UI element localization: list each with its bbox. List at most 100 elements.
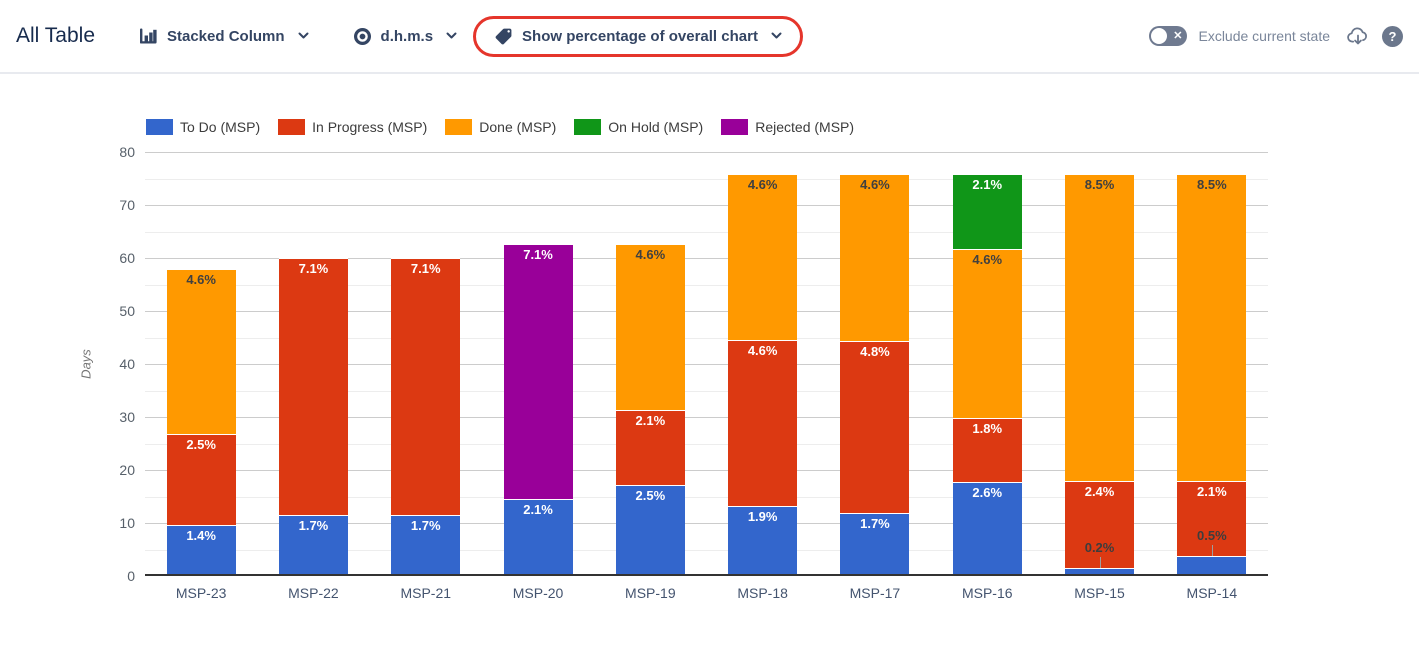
bar-segment[interactable]: 1.7%	[840, 513, 910, 576]
bar-segment[interactable]: 2.1%	[1177, 481, 1247, 556]
gridline-major	[145, 364, 1268, 365]
bar-segment[interactable]: 2.1%	[952, 173, 1022, 249]
gridline-minor	[145, 284, 1268, 286]
bar-segment[interactable]: 4.6%	[728, 340, 798, 507]
y-axis-tick-label: 30	[119, 409, 135, 425]
gridline-minor	[145, 390, 1268, 392]
chart-type-label: Stacked Column	[167, 27, 285, 45]
x-axis-category-label: MSP-20	[512, 585, 564, 601]
plot-area: 1.4% 2.5% 4.6% 1.7% 7.1% 1.7% 7.1% 2.1% 7.1% 2.5%…	[145, 152, 1268, 576]
segment-percentage-label: 4.8%	[860, 343, 890, 359]
segment-percentage-label: 2.1%	[1197, 484, 1227, 500]
bar-segment[interactable]: 2.5%	[615, 484, 685, 576]
legend-swatch	[721, 119, 749, 135]
segment-percentage-label: 7.1%	[523, 246, 553, 262]
segment-percentage-label: 4.6%	[747, 176, 778, 192]
segment-percentage-label: 2.1%	[635, 413, 666, 429]
bar-segment[interactable]: 2.1%	[615, 410, 685, 485]
bar-segment[interactable]: 4.8%	[840, 340, 910, 514]
segment-percentage-label: 2.5%	[635, 487, 666, 503]
toggle-knob	[1151, 28, 1168, 44]
bar-segment[interactable]: 4.6%	[166, 269, 236, 434]
y-axis-tick-label: 20	[119, 462, 135, 478]
legend-label: In Progress (MSP)	[312, 119, 428, 135]
legend-label: Rejected (MSP)	[755, 119, 855, 135]
y-axis-tick-label: 70	[119, 197, 135, 213]
bar-segment[interactable]: 7.1%	[391, 258, 461, 515]
bar-segment[interactable]: 4.6%	[952, 249, 1022, 418]
toolbar: All Table Stacked Column d.h.m.s	[0, 0, 1419, 74]
help-button[interactable]: ?	[1382, 25, 1403, 47]
chevron-down-icon	[771, 32, 782, 39]
segment-percentage-label: 1.4%	[186, 527, 216, 543]
x-axis-category-label: MSP-15	[1074, 585, 1125, 601]
time-format-dropdown[interactable]: d.h.m.s	[353, 27, 458, 46]
gridline-major	[145, 258, 1268, 259]
gridline-major	[145, 152, 1268, 153]
bar-segment[interactable]: 4.6%	[840, 173, 910, 341]
page-title: All Table	[16, 24, 95, 47]
chevron-down-icon	[446, 32, 457, 39]
segment-percentage-label: 7.1%	[410, 261, 441, 277]
bar-segment[interactable]	[1177, 555, 1247, 576]
legend-item[interactable]: On Hold (MSP)	[574, 119, 703, 135]
percentage-label: Show percentage of overall chart	[522, 27, 758, 45]
gridline-major	[145, 523, 1268, 524]
legend-label: On Hold (MSP)	[608, 119, 704, 135]
x-axis-baseline	[145, 574, 1268, 576]
bar-segment[interactable]: 2.6%	[952, 482, 1022, 576]
gridline-minor	[145, 178, 1268, 180]
segment-percentage-label: 2.1%	[523, 502, 553, 518]
question-mark-icon: ?	[1382, 25, 1403, 47]
toolbar-right-group: ✕ Exclude current state ?	[1149, 24, 1403, 49]
gridline-major	[145, 205, 1268, 206]
segment-percentage-label: 2.1%	[972, 176, 1003, 192]
target-circle-icon	[353, 27, 371, 45]
bar-segment[interactable]: 7.1%	[503, 243, 573, 500]
stacked-column-chart: To Do (MSP) In Progress (MSP) Done (MSP) On…	[0, 74, 1419, 657]
gridline-minor	[145, 337, 1268, 339]
bar-segment[interactable]: 1.4%	[166, 524, 236, 576]
bar-segment[interactable]: 2.5%	[166, 433, 236, 525]
bar-segment[interactable]: 4.6%	[615, 244, 685, 411]
gridline-minor	[145, 231, 1268, 233]
segment-percentage-label: 8.5%	[1084, 176, 1115, 192]
stacked-column-icon	[140, 28, 157, 44]
bar-segment[interactable]: 7.1%	[278, 258, 348, 515]
bar-segment[interactable]: 8.5%	[1177, 173, 1247, 482]
legend-item[interactable]: Done (MSP)	[445, 119, 556, 135]
gridline-major	[145, 311, 1268, 312]
chart-legend: To Do (MSP) In Progress (MSP) Done (MSP) On…	[146, 119, 854, 135]
gridline-major	[145, 417, 1268, 418]
export-button[interactable]	[1345, 24, 1371, 49]
percentage-dropdown[interactable]: Show percentage of overall chart	[494, 27, 782, 46]
exclude-current-state-toggle[interactable]: ✕	[1149, 26, 1188, 46]
bar-segment[interactable]: 2.4%	[1065, 481, 1135, 568]
bar-segment[interactable]: 2.1%	[503, 499, 573, 576]
legend-item[interactable]: Rejected (MSP)	[721, 119, 854, 135]
segment-percentage-label: 0.2%	[1084, 539, 1115, 555]
toggle-off-x-icon: ✕	[1173, 30, 1183, 42]
chart-type-dropdown[interactable]: Stacked Column	[139, 27, 309, 45]
bar-segment[interactable]: 1.8%	[952, 417, 1022, 483]
chevron-down-icon	[298, 32, 309, 39]
segment-percentage-label: 4.6%	[972, 252, 1003, 267]
y-axis-tick-label: 50	[119, 303, 135, 319]
bar-segment[interactable]: 1.9%	[728, 506, 798, 576]
exclude-toggle-label: Exclude current state	[1198, 28, 1330, 44]
legend-item[interactable]: To Do (MSP)	[146, 119, 260, 135]
segment-percentage-label: 0.5%	[1197, 527, 1227, 543]
bar-segment[interactable]	[1065, 567, 1135, 576]
segment-percentage-label: 2.4%	[1084, 484, 1115, 500]
bar-segment[interactable]: 8.5%	[1065, 173, 1135, 482]
x-axis-category-label: MSP-17	[849, 585, 901, 601]
gridline-minor	[145, 549, 1268, 551]
legend-item[interactable]: In Progress (MSP)	[278, 119, 427, 135]
segment-percentage-label: 2.6%	[972, 485, 1003, 501]
segment-percentage-label: 4.6%	[635, 247, 666, 263]
bar-segment[interactable]: 4.6%	[728, 173, 798, 341]
bar-segment[interactable]: 1.7%	[278, 514, 348, 576]
cloud-download-icon	[1347, 26, 1367, 44]
bar-segment[interactable]: 1.7%	[391, 514, 461, 576]
legend-swatch	[278, 119, 306, 135]
